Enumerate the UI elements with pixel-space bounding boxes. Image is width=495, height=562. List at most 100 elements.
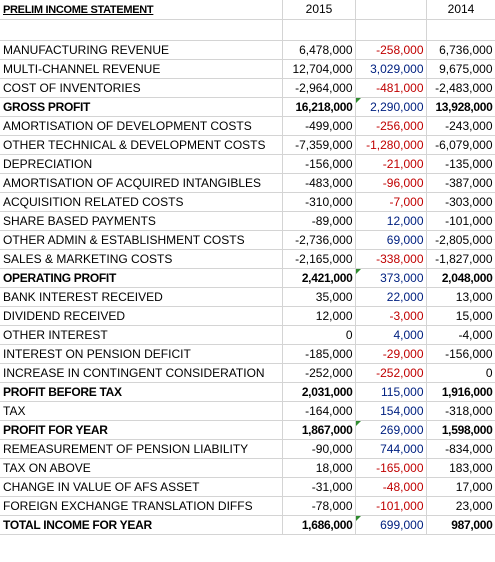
value-variance[interactable]: -3,000 bbox=[355, 306, 427, 326]
value-2014[interactable]: 987,000 bbox=[426, 515, 495, 535]
value-2015[interactable]: 1,686,000 bbox=[282, 515, 356, 535]
value-2015[interactable]: 0 bbox=[282, 325, 356, 345]
value-2015[interactable]: -483,000 bbox=[282, 173, 356, 193]
blank-cell[interactable] bbox=[355, 19, 427, 41]
value-2015[interactable]: 12,000 bbox=[282, 306, 356, 326]
value-variance[interactable]: 154,000 bbox=[355, 401, 427, 421]
value-2014[interactable]: -2,805,000 bbox=[426, 230, 495, 250]
value-variance[interactable]: -29,000 bbox=[355, 344, 427, 364]
value-variance[interactable]: 269,000 bbox=[355, 420, 427, 440]
value-variance[interactable]: -481,000 bbox=[355, 78, 427, 98]
value-variance[interactable]: 4,000 bbox=[355, 325, 427, 345]
value-2014[interactable]: -834,000 bbox=[426, 439, 495, 459]
row-label[interactable]: DEPRECIATION bbox=[0, 154, 283, 174]
row-label[interactable]: PROFIT BEFORE TAX bbox=[0, 382, 283, 402]
value-2015[interactable]: -2,964,000 bbox=[282, 78, 356, 98]
blank-cell[interactable] bbox=[0, 19, 283, 41]
value-2014[interactable]: -4,000 bbox=[426, 325, 495, 345]
row-label[interactable]: COST OF INVENTORIES bbox=[0, 78, 283, 98]
value-2014[interactable]: 13,000 bbox=[426, 287, 495, 307]
cell-year-current[interactable]: 2015 bbox=[282, 0, 356, 20]
value-2014[interactable]: -1,827,000 bbox=[426, 249, 495, 269]
value-2014[interactable]: 183,000 bbox=[426, 458, 495, 478]
value-2014[interactable]: 15,000 bbox=[426, 306, 495, 326]
value-2015[interactable]: 12,704,000 bbox=[282, 59, 356, 79]
value-variance[interactable]: 22,000 bbox=[355, 287, 427, 307]
value-2014[interactable]: 1,598,000 bbox=[426, 420, 495, 440]
value-2014[interactable]: -303,000 bbox=[426, 192, 495, 212]
value-2014[interactable]: 17,000 bbox=[426, 477, 495, 497]
row-label[interactable]: MANUFACTURING REVENUE bbox=[0, 40, 283, 60]
value-2014[interactable]: 9,675,000 bbox=[426, 59, 495, 79]
row-label[interactable]: AMORTISATION OF DEVELOPMENT COSTS bbox=[0, 116, 283, 136]
value-2014[interactable]: -156,000 bbox=[426, 344, 495, 364]
row-label[interactable]: PROFIT FOR YEAR bbox=[0, 420, 283, 440]
row-label[interactable]: REMEASUREMENT OF PENSION LIABILITY bbox=[0, 439, 283, 459]
value-variance[interactable]: -165,000 bbox=[355, 458, 427, 478]
blank-cell[interactable] bbox=[426, 19, 495, 41]
value-variance[interactable]: -101,000 bbox=[355, 496, 427, 516]
blank-cell[interactable] bbox=[282, 19, 356, 41]
value-variance[interactable]: -252,000 bbox=[355, 363, 427, 383]
row-label[interactable]: FOREIGN EXCHANGE TRANSLATION DIFFS bbox=[0, 496, 283, 516]
row-label[interactable]: OTHER ADMIN & ESTABLISHMENT COSTS bbox=[0, 230, 283, 250]
row-label[interactable]: OTHER TECHNICAL & DEVELOPMENT COSTS bbox=[0, 135, 283, 155]
row-label[interactable]: INCREASE IN CONTINGENT CONSIDERATION bbox=[0, 363, 283, 383]
cell-year-prior[interactable]: 2014 bbox=[426, 0, 495, 20]
value-2015[interactable]: -2,736,000 bbox=[282, 230, 356, 250]
value-2015[interactable]: -156,000 bbox=[282, 154, 356, 174]
value-2014[interactable]: -318,000 bbox=[426, 401, 495, 421]
value-variance[interactable]: -256,000 bbox=[355, 116, 427, 136]
value-variance[interactable]: -338,000 bbox=[355, 249, 427, 269]
value-2014[interactable]: 1,916,000 bbox=[426, 382, 495, 402]
value-variance[interactable]: -1,280,000 bbox=[355, 135, 427, 155]
row-label[interactable]: TOTAL INCOME FOR YEAR bbox=[0, 515, 283, 535]
value-2015[interactable]: 2,421,000 bbox=[282, 268, 356, 288]
value-2015[interactable]: 18,000 bbox=[282, 458, 356, 478]
row-label[interactable]: ACQUISITION RELATED COSTS bbox=[0, 192, 283, 212]
value-2015[interactable]: 35,000 bbox=[282, 287, 356, 307]
row-label[interactable]: BANK INTEREST RECEIVED bbox=[0, 287, 283, 307]
value-variance[interactable]: -96,000 bbox=[355, 173, 427, 193]
row-label[interactable]: DIVIDEND RECEIVED bbox=[0, 306, 283, 326]
value-2015[interactable]: 6,478,000 bbox=[282, 40, 356, 60]
value-2014[interactable]: 0 bbox=[426, 363, 495, 383]
value-2015[interactable]: -185,000 bbox=[282, 344, 356, 364]
row-label[interactable]: TAX ON ABOVE bbox=[0, 458, 283, 478]
cell-title[interactable]: PRELIM INCOME STATEMENT bbox=[0, 0, 283, 20]
row-label[interactable]: AMORTISATION OF ACQUIRED INTANGIBLES bbox=[0, 173, 283, 193]
value-2015[interactable]: -89,000 bbox=[282, 211, 356, 231]
value-2014[interactable]: -101,000 bbox=[426, 211, 495, 231]
value-2015[interactable]: -310,000 bbox=[282, 192, 356, 212]
value-2014[interactable]: 6,736,000 bbox=[426, 40, 495, 60]
value-2015[interactable]: -499,000 bbox=[282, 116, 356, 136]
row-label[interactable]: OPERATING PROFIT bbox=[0, 268, 283, 288]
value-variance[interactable]: -21,000 bbox=[355, 154, 427, 174]
value-variance[interactable]: 744,000 bbox=[355, 439, 427, 459]
value-variance[interactable]: 2,290,000 bbox=[355, 97, 427, 117]
row-label[interactable]: TAX bbox=[0, 401, 283, 421]
cell-year-variance[interactable] bbox=[355, 0, 427, 20]
row-label[interactable]: MULTI-CHANNEL REVENUE bbox=[0, 59, 283, 79]
value-2015[interactable]: -2,165,000 bbox=[282, 249, 356, 269]
value-2014[interactable]: 2,048,000 bbox=[426, 268, 495, 288]
row-label[interactable]: CHANGE IN VALUE OF AFS ASSET bbox=[0, 477, 283, 497]
value-variance[interactable]: 3,029,000 bbox=[355, 59, 427, 79]
value-variance[interactable]: 373,000 bbox=[355, 268, 427, 288]
value-2015[interactable]: -7,359,000 bbox=[282, 135, 356, 155]
value-2015[interactable]: -164,000 bbox=[282, 401, 356, 421]
row-label[interactable]: INTEREST ON PENSION DEFICIT bbox=[0, 344, 283, 364]
value-2014[interactable]: 23,000 bbox=[426, 496, 495, 516]
value-2014[interactable]: -243,000 bbox=[426, 116, 495, 136]
row-label[interactable]: SHARE BASED PAYMENTS bbox=[0, 211, 283, 231]
value-variance[interactable]: 69,000 bbox=[355, 230, 427, 250]
value-2014[interactable]: -2,483,000 bbox=[426, 78, 495, 98]
value-2015[interactable]: 16,218,000 bbox=[282, 97, 356, 117]
value-2014[interactable]: -135,000 bbox=[426, 154, 495, 174]
value-2015[interactable]: -252,000 bbox=[282, 363, 356, 383]
row-label[interactable]: OTHER INTEREST bbox=[0, 325, 283, 345]
value-variance[interactable]: -258,000 bbox=[355, 40, 427, 60]
row-label[interactable]: SALES & MARKETING COSTS bbox=[0, 249, 283, 269]
value-variance[interactable]: 115,000 bbox=[355, 382, 427, 402]
value-variance[interactable]: -7,000 bbox=[355, 192, 427, 212]
